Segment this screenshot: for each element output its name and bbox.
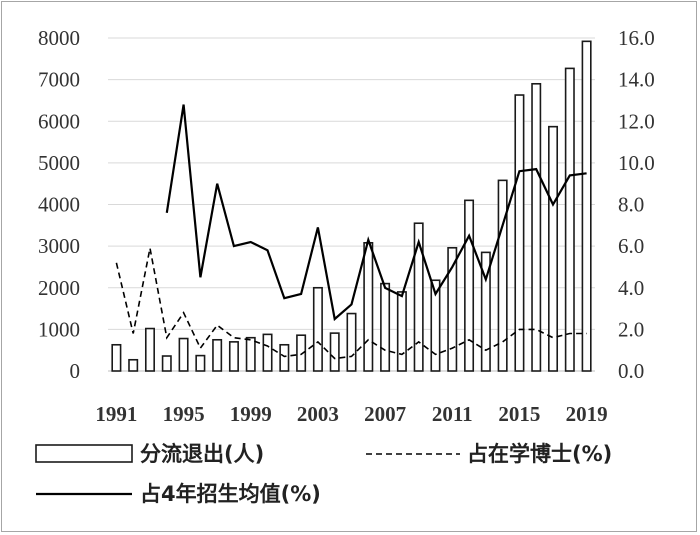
bar-2014 [497,179,508,372]
left-tick-label: 1000 [38,317,80,341]
bar-1992 [128,358,139,372]
bar-2012 [464,199,475,372]
right-tick-label: 12.0 [618,109,655,133]
x-tick-label: 1999 [230,402,272,426]
dashed-line-series [115,248,587,360]
x-tick-label: 2003 [297,402,339,426]
bar-1994 [161,355,172,372]
right-tick-label: 14.0 [618,68,655,92]
bar-2017 [548,125,559,372]
right-tick-label: 4.0 [618,276,644,300]
bar-1998 [228,341,239,372]
legend-label-solid: 占4年招生均值(%) [140,482,321,506]
left-tick-label: 6000 [38,109,80,133]
bar-1993 [144,327,155,372]
bar-2001 [279,343,290,372]
right-tick-label: 2.0 [618,317,644,341]
x-tick-label: 2019 [566,402,608,426]
bar-1996 [195,354,206,372]
bar-2016 [531,82,542,372]
bar-1997 [212,338,223,372]
bar-1991 [111,343,122,372]
x-tick-label: 2007 [364,402,406,426]
bar-2009 [413,222,424,372]
bar-2007 [380,282,391,372]
left-tick-label: 3000 [38,234,80,258]
bar-2008 [396,291,407,372]
bar-2003 [312,286,323,372]
bar-2013 [480,251,491,372]
right-tick-label: 8.0 [618,193,644,217]
left-tick-label: 4000 [38,193,80,217]
left-tick-label: 5000 [38,151,80,175]
legend-label-bar: 分流退出(人) [140,442,264,466]
legend-swatch-bar [35,444,133,463]
x-axis-ticks: 1991 1995 1999 2003 2007 2011 2015 2019 [95,402,607,426]
right-tick-label: 16.0 [618,26,655,50]
x-tick-label: 2011 [432,402,473,426]
gridlines [108,37,595,372]
right-tick-label: 6.0 [618,234,644,258]
legend-label-dashed: 占在学博士(%) [467,442,612,466]
bar-2018 [564,67,575,372]
bar-2015 [514,94,525,372]
left-tick-label: 7000 [38,68,80,92]
bar-series [111,40,592,372]
x-tick-label: 2015 [498,402,540,426]
x-tick-label: 1991 [95,402,137,426]
solid-line-series [165,104,587,322]
line-series [115,104,587,360]
left-tick-label: 0 [70,359,81,383]
left-tick-label: 2000 [38,276,80,300]
bar-1995 [178,337,189,372]
bar-2004 [329,332,340,372]
left-axis-ticks: 0 1000 2000 3000 4000 5000 6000 7000 8000 [38,26,80,383]
bar-1999 [245,336,256,372]
bar-2002 [296,334,307,372]
right-tick-label: 10.0 [618,151,655,175]
right-tick-label: 0.0 [618,359,644,383]
legend: 分流退出(人) 占在学博士(%) 占4年招生均值(%) [35,442,612,506]
bar-2010 [430,279,441,372]
bar-2019 [581,40,592,372]
bar-2005 [346,312,357,372]
right-axis-ticks: 0.0 2.0 4.0 6.0 8.0 10.0 12.0 14.0 16.0 [618,26,655,383]
bar-2006 [363,241,374,372]
bar-2011 [447,246,458,372]
x-tick-label: 1995 [163,402,205,426]
bar-2000 [262,333,273,372]
left-tick-label: 8000 [38,26,80,50]
